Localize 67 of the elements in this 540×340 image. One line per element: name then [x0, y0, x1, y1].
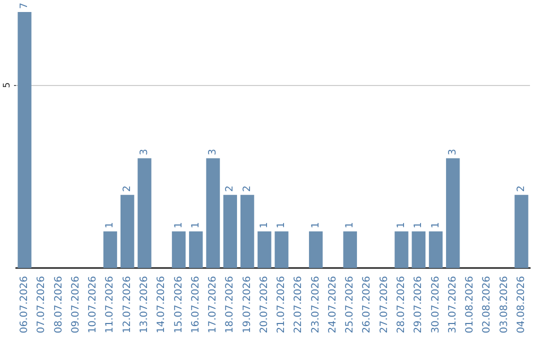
data-label: 1	[344, 222, 356, 228]
data-label: 3	[139, 148, 150, 156]
bar	[428, 231, 443, 268]
bar	[138, 158, 152, 268]
x-tick-label: 17.07.2026	[208, 276, 219, 334]
data-label: 2	[122, 185, 133, 192]
bar	[308, 231, 323, 268]
x-tick-label: 13.07.2026	[139, 276, 150, 334]
x-tick-label: 01.08.2026	[464, 276, 476, 334]
y-tick-label: 5	[2, 82, 12, 88]
bar	[514, 194, 528, 268]
data-label: 1	[413, 222, 424, 228]
x-tick-label: 21.07.2026	[276, 276, 288, 334]
bar	[18, 12, 32, 268]
x-tick-label: 08.07.2026	[53, 276, 64, 334]
data-label: 2	[224, 185, 236, 192]
bar	[240, 194, 254, 268]
data-label: 1	[258, 222, 270, 228]
data-label: 1	[173, 222, 184, 228]
bar	[343, 231, 357, 268]
bar	[206, 158, 220, 268]
x-tick-label: 18.07.2026	[224, 276, 236, 334]
x-tick-label: 22.07.2026	[293, 276, 304, 334]
x-tick-label: 15.07.2026	[173, 276, 184, 334]
x-tick-label: 07.07.2026	[36, 276, 48, 334]
x-tick-label: 03.08.2026	[498, 276, 510, 334]
x-tick-label: 06.07.2026	[19, 276, 30, 334]
bar	[274, 231, 288, 268]
x-tick-label: 29.07.2026	[413, 276, 424, 334]
x-tick-label: 26.07.2026	[362, 276, 373, 334]
bar	[103, 231, 118, 268]
x-tick-label: 25.07.2026	[344, 276, 356, 334]
x-tick-label: 27.07.2026	[378, 276, 390, 334]
x-tick-label: 12.07.2026	[122, 276, 133, 334]
data-label: 1	[430, 222, 442, 228]
bar	[394, 231, 408, 268]
data-label: 3	[447, 148, 458, 156]
x-tick-label: 23.07.2026	[310, 276, 322, 334]
bar	[258, 231, 272, 268]
bar	[189, 231, 203, 268]
bar	[412, 231, 426, 268]
data-label: 1	[310, 222, 322, 228]
x-tick-label: 24.07.2026	[327, 276, 338, 334]
data-label: 1	[396, 222, 407, 228]
x-tick-label: 31.07.2026	[447, 276, 458, 334]
data-label: 2	[516, 185, 527, 192]
bar	[172, 231, 186, 268]
data-label: 1	[276, 222, 288, 228]
data-label: 3	[208, 148, 219, 156]
x-tick-label: 04.08.2026	[516, 276, 527, 334]
x-tick-label: 30.07.2026	[430, 276, 442, 334]
x-tick-label: 19.07.2026	[242, 276, 253, 334]
x-tick-label: 02.08.2026	[482, 276, 493, 334]
data-label: 7	[19, 2, 30, 9]
x-tick-label: 14.07.2026	[156, 276, 168, 334]
x-tick-label: 28.07.2026	[396, 276, 407, 334]
bar	[223, 194, 238, 268]
data-label: 2	[242, 185, 253, 192]
x-tick-label: 09.07.2026	[70, 276, 82, 334]
x-tick-label: 16.07.2026	[190, 276, 202, 334]
x-tick-label: 20.07.2026	[258, 276, 270, 334]
x-tick-label: 11.07.2026	[104, 276, 116, 334]
data-label: 1	[190, 222, 202, 228]
bar	[446, 158, 460, 268]
x-tick-label: 10.07.2026	[88, 276, 99, 334]
bar	[120, 194, 134, 268]
data-label: 1	[104, 222, 116, 228]
